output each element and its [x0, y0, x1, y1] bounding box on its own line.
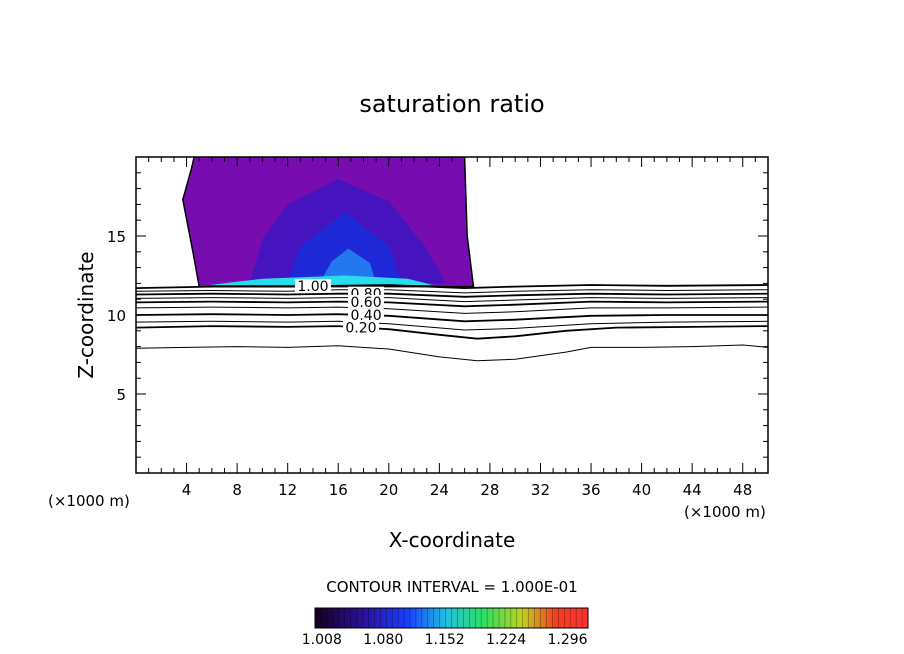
contour-label-1.00: 1.00: [297, 279, 328, 295]
colorbar-label-1: 1.080: [363, 632, 403, 648]
contour-lines-layer: 1.00 0.800.600.400.20: [136, 279, 768, 362]
fill-level-1: [287, 212, 402, 284]
x-tick-label-20: 20: [379, 481, 398, 499]
x-tick-label-4: 4: [182, 481, 192, 499]
contour-line-0.8: [136, 292, 768, 298]
x-tick-label-8: 8: [232, 481, 242, 499]
x-tick-label-16: 16: [329, 481, 348, 499]
colorbar-label-0: 1.008: [302, 632, 342, 648]
contour-line-0.4: [136, 313, 768, 323]
contour-label-0.40: 0.40: [350, 308, 381, 324]
contour-line-0.3: [136, 320, 768, 331]
x-tick-label-28: 28: [480, 481, 499, 499]
contour-label-bg: [348, 308, 385, 322]
contour-line-0.9: [136, 289, 768, 294]
contour-line-0.6: [136, 300, 768, 308]
x-tick-label-44: 44: [683, 481, 702, 499]
x-tick-label-36: 36: [581, 481, 600, 499]
y-tick-label-15: 15: [107, 228, 126, 246]
colorbar-stripes: [320, 608, 583, 628]
fill-level-2: [319, 248, 377, 284]
x-tick-label-32: 32: [531, 481, 550, 499]
contour-line-1.0: [136, 284, 768, 290]
x-tick-label-40: 40: [632, 481, 651, 499]
plot-area: 1.00 0.800.600.400.20 4 8 12 16 20 24 28 32 36 40 4…: [107, 156, 769, 499]
colorbar-label-3: 1.224: [486, 632, 526, 648]
y-axis-label: Z-coordinate: [74, 251, 98, 378]
saturation-fill-layer: [182, 157, 475, 288]
colorbar: 1.008 1.080 1.152 1.224 1.296: [302, 607, 589, 648]
x-tick-label-12: 12: [278, 481, 297, 499]
contour-line-0.7: [136, 297, 768, 303]
x-unit-left: (×1000 m): [48, 492, 130, 510]
contour-label-bg: [294, 279, 331, 293]
contour-label-0.20: 0.20: [345, 320, 376, 336]
colorbar-label-4: 1.296: [547, 632, 587, 648]
contour-line-0.2: [136, 325, 768, 340]
colorbar-label-2: 1.152: [425, 632, 465, 648]
x-tick-label-48: 48: [733, 481, 752, 499]
contour-line-0.5: [136, 306, 768, 314]
chart-title: saturation ratio: [359, 90, 544, 118]
x-tick-label-24: 24: [430, 481, 449, 499]
contour-interval-label: CONTOUR INTERVAL = 1.000E-01: [326, 578, 577, 596]
y-tick-label-5: 5: [116, 386, 126, 404]
x-axis-label: X-coordinate: [389, 528, 516, 552]
y-tick-label-10: 10: [107, 307, 126, 325]
contour-label-bg: [348, 295, 385, 309]
contour-label-bg: [342, 320, 379, 334]
contour-label-0.60: 0.60: [350, 295, 381, 311]
colorbar-labels: 1.008 1.080 1.152 1.224 1.296: [302, 632, 588, 648]
contour-line-0.1: [136, 344, 768, 362]
x-unit-right: (×1000 m): [684, 503, 766, 521]
